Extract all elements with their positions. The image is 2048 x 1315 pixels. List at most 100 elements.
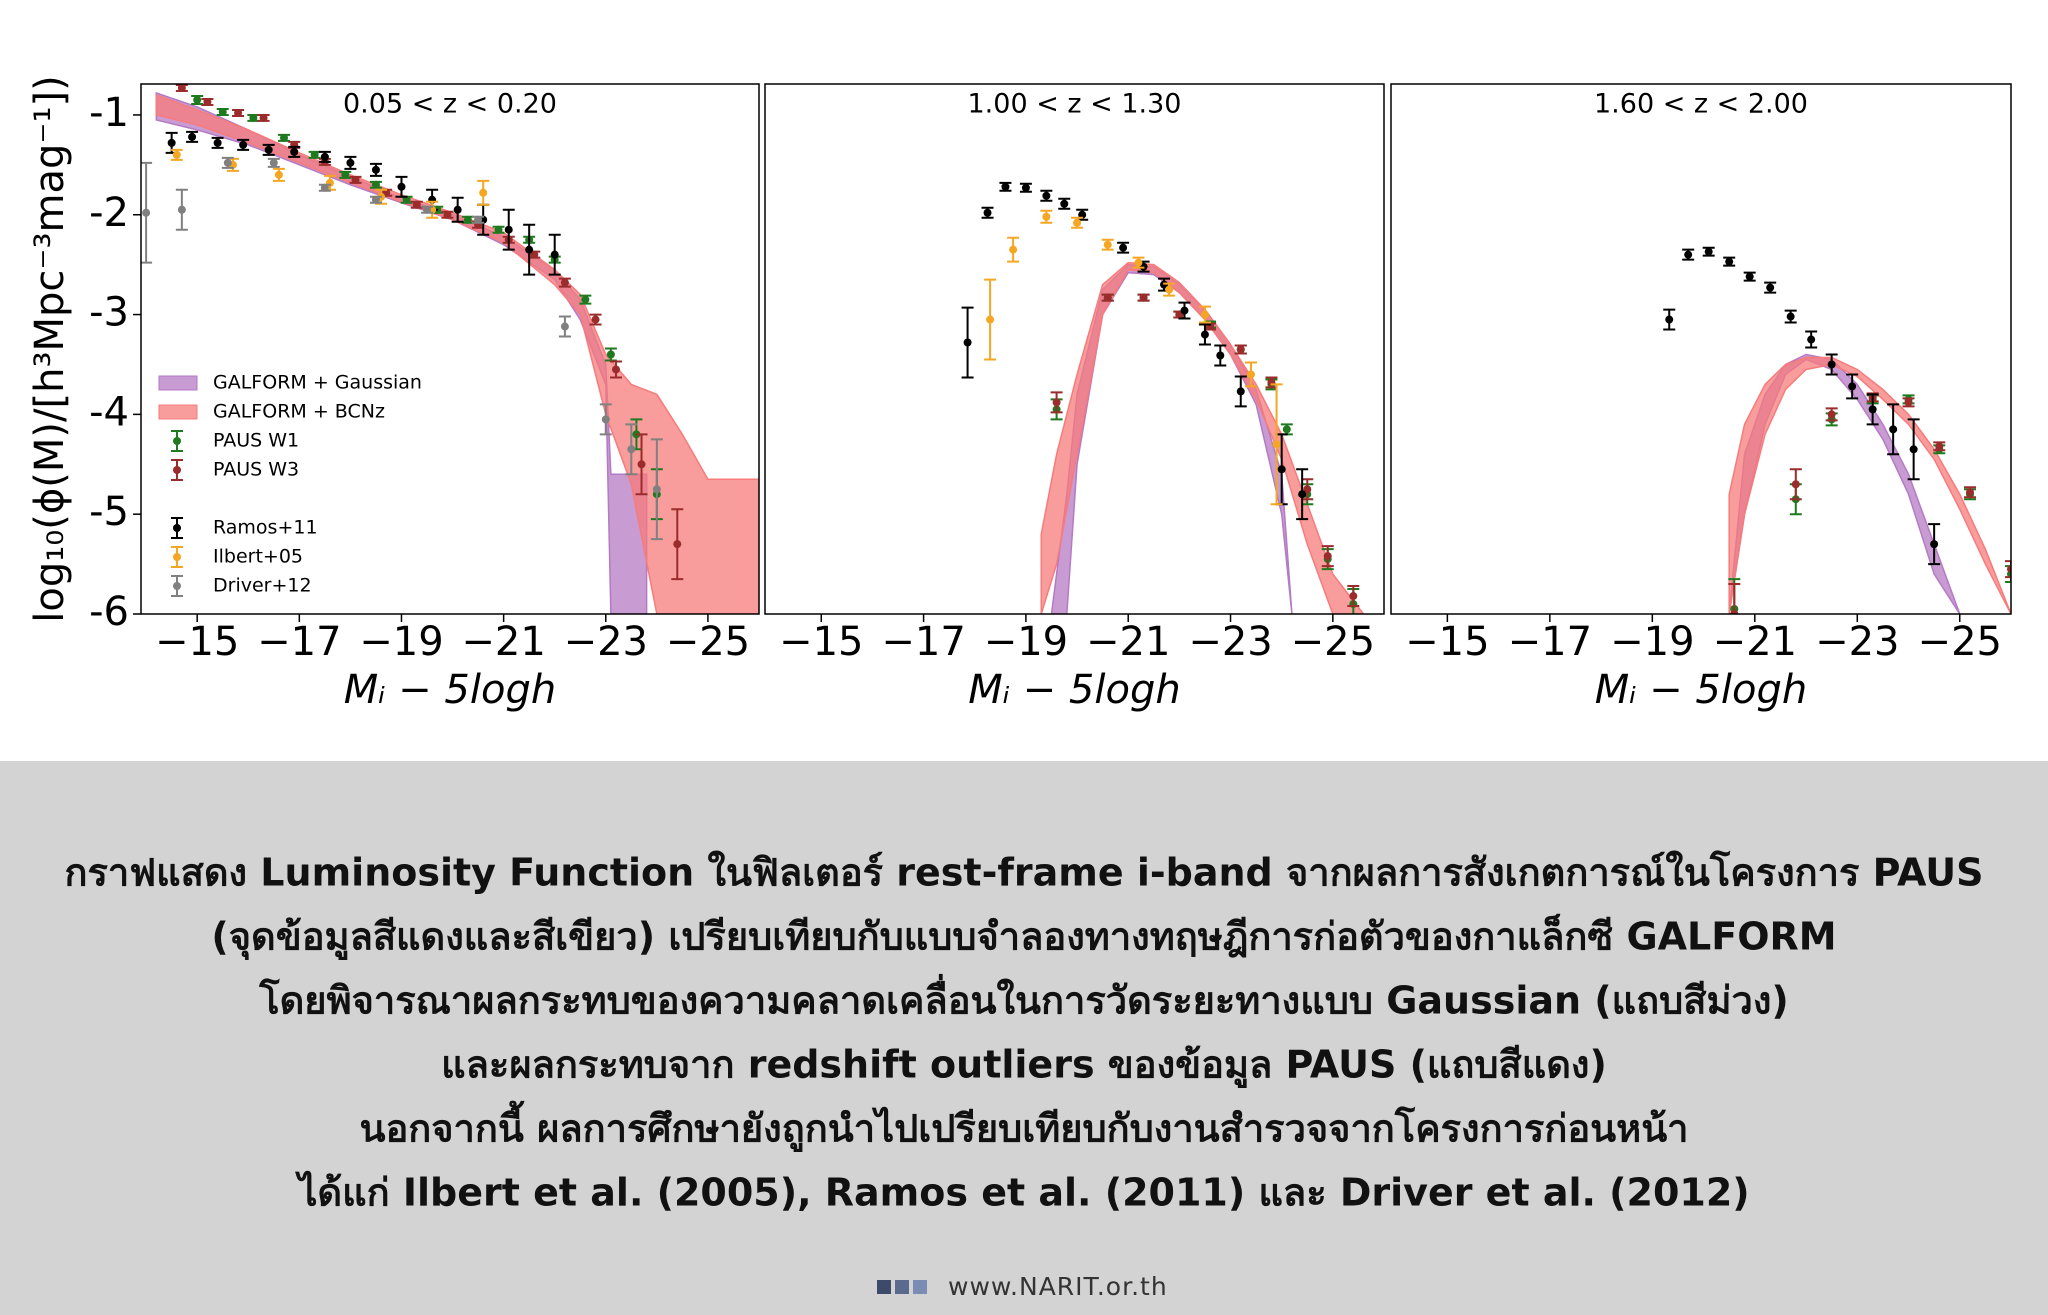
data-point (1868, 405, 1877, 414)
data-point (1298, 490, 1307, 499)
data-point (560, 278, 569, 287)
data-point (341, 170, 350, 179)
axes-frame (1390, 83, 2012, 615)
x-tick-label: −19 (359, 619, 443, 665)
data-point (1827, 360, 1836, 369)
data-point (1200, 330, 1209, 339)
data-point (259, 113, 268, 122)
x-tick-label: −19 (984, 619, 1068, 665)
data-point (1848, 382, 1857, 391)
data-point (1001, 182, 1010, 191)
data-point (1180, 306, 1189, 315)
y-tick-label: -1 (89, 90, 129, 136)
caption-line: นอกจากนี้ ผลการศึกษายังถูกนำไปเปรียบเทีย… (359, 1101, 1688, 1153)
data-point (269, 158, 278, 167)
data-point (550, 250, 559, 259)
x-tick-label: −25 (666, 619, 750, 665)
legend-label: PAUS W3 (213, 459, 299, 481)
data-point (1236, 387, 1245, 396)
data-point (443, 210, 452, 219)
caption-line: กราฟแสดง Luminosity Function ในฟิลเตอร์ … (65, 850, 1984, 895)
error-bar (1728, 583, 1741, 614)
data-point (320, 152, 329, 161)
x-tick-label: −15 (1405, 619, 1489, 665)
y-tick-label: -4 (89, 389, 129, 435)
data-point (601, 415, 610, 424)
data-point (1200, 310, 1209, 319)
data-point (274, 170, 283, 179)
data-point (1889, 425, 1898, 434)
data-point (525, 245, 534, 254)
data-point (213, 138, 222, 147)
data-point (1349, 592, 1358, 601)
legend-label: Ilbert+05 (213, 546, 303, 568)
data-point (193, 95, 202, 104)
data-point (371, 165, 380, 174)
error-bar (2005, 565, 2011, 584)
data-point (412, 200, 421, 209)
data-point (1827, 410, 1836, 419)
data-point (591, 315, 600, 324)
data-point (1119, 243, 1128, 252)
x-tick-label: −17 (1508, 619, 1592, 665)
data-point (1165, 285, 1174, 294)
plot-area (141, 84, 759, 614)
data-point (627, 445, 636, 454)
x-tick-label: −21 (1086, 619, 1170, 665)
data-point (581, 295, 590, 304)
logo-square (913, 1280, 927, 1294)
data-point (2007, 565, 2011, 574)
data-point (963, 338, 972, 347)
legend-marker (173, 466, 181, 474)
data-point (223, 158, 232, 167)
panel-title: 1.60 < z < 2.00 (1594, 89, 1808, 120)
x-tick-label: −17 (257, 619, 341, 665)
axes-frame (140, 83, 760, 615)
data-point (351, 175, 360, 184)
data-point (1060, 199, 1069, 208)
data-point (1272, 440, 1281, 449)
x-tick-label: −15 (779, 619, 863, 665)
logo-square (895, 1280, 909, 1294)
x-axis-label: Mᵢ − 5logh (344, 667, 556, 713)
data-point (1042, 191, 1051, 200)
x-tick-label: −23 (1188, 619, 1272, 665)
data-point (606, 350, 615, 359)
data-point (1684, 250, 1693, 259)
data-point (463, 215, 472, 224)
legend-label: Driver+12 (213, 575, 312, 597)
band (1728, 356, 2011, 614)
data-point (1725, 257, 1734, 266)
data-point (1103, 240, 1112, 249)
data-point (637, 460, 646, 469)
data-point (560, 322, 569, 331)
data-point (1073, 218, 1082, 227)
data-point (1009, 245, 1018, 254)
x-tick-label: −17 (881, 619, 965, 665)
legend-label: GALFORM + Gaussian (213, 372, 422, 394)
data-point (611, 365, 620, 374)
data-point (172, 150, 181, 159)
x-axis-label: Mᵢ − 5logh (1595, 667, 1807, 713)
data-point (234, 108, 243, 117)
data-point (1103, 293, 1112, 302)
x-tick-label: −21 (1713, 619, 1797, 665)
data-point (1704, 247, 1713, 256)
data-point (530, 250, 539, 259)
data-point (1807, 335, 1816, 344)
data-point (1935, 442, 1944, 451)
data-point (1930, 540, 1939, 549)
data-point (264, 145, 273, 154)
plot-area (961, 181, 1365, 614)
data-point (177, 84, 186, 92)
data-point (1904, 398, 1913, 407)
data-point (1909, 445, 1918, 454)
legend-swatch (158, 404, 198, 420)
data-point (1021, 183, 1030, 192)
caption-line: โดยพิจารณาผลกระทบของความคลาดเคลื่อนในการ… (258, 974, 1789, 1023)
legend-marker (173, 582, 181, 590)
y-tick-label: -2 (89, 190, 129, 236)
data-point (1236, 345, 1245, 354)
